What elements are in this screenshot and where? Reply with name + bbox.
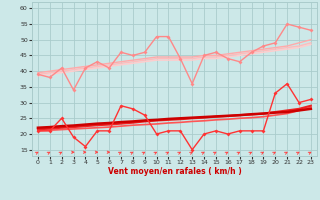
X-axis label: Vent moyen/en rafales ( km/h ): Vent moyen/en rafales ( km/h ) — [108, 167, 241, 176]
